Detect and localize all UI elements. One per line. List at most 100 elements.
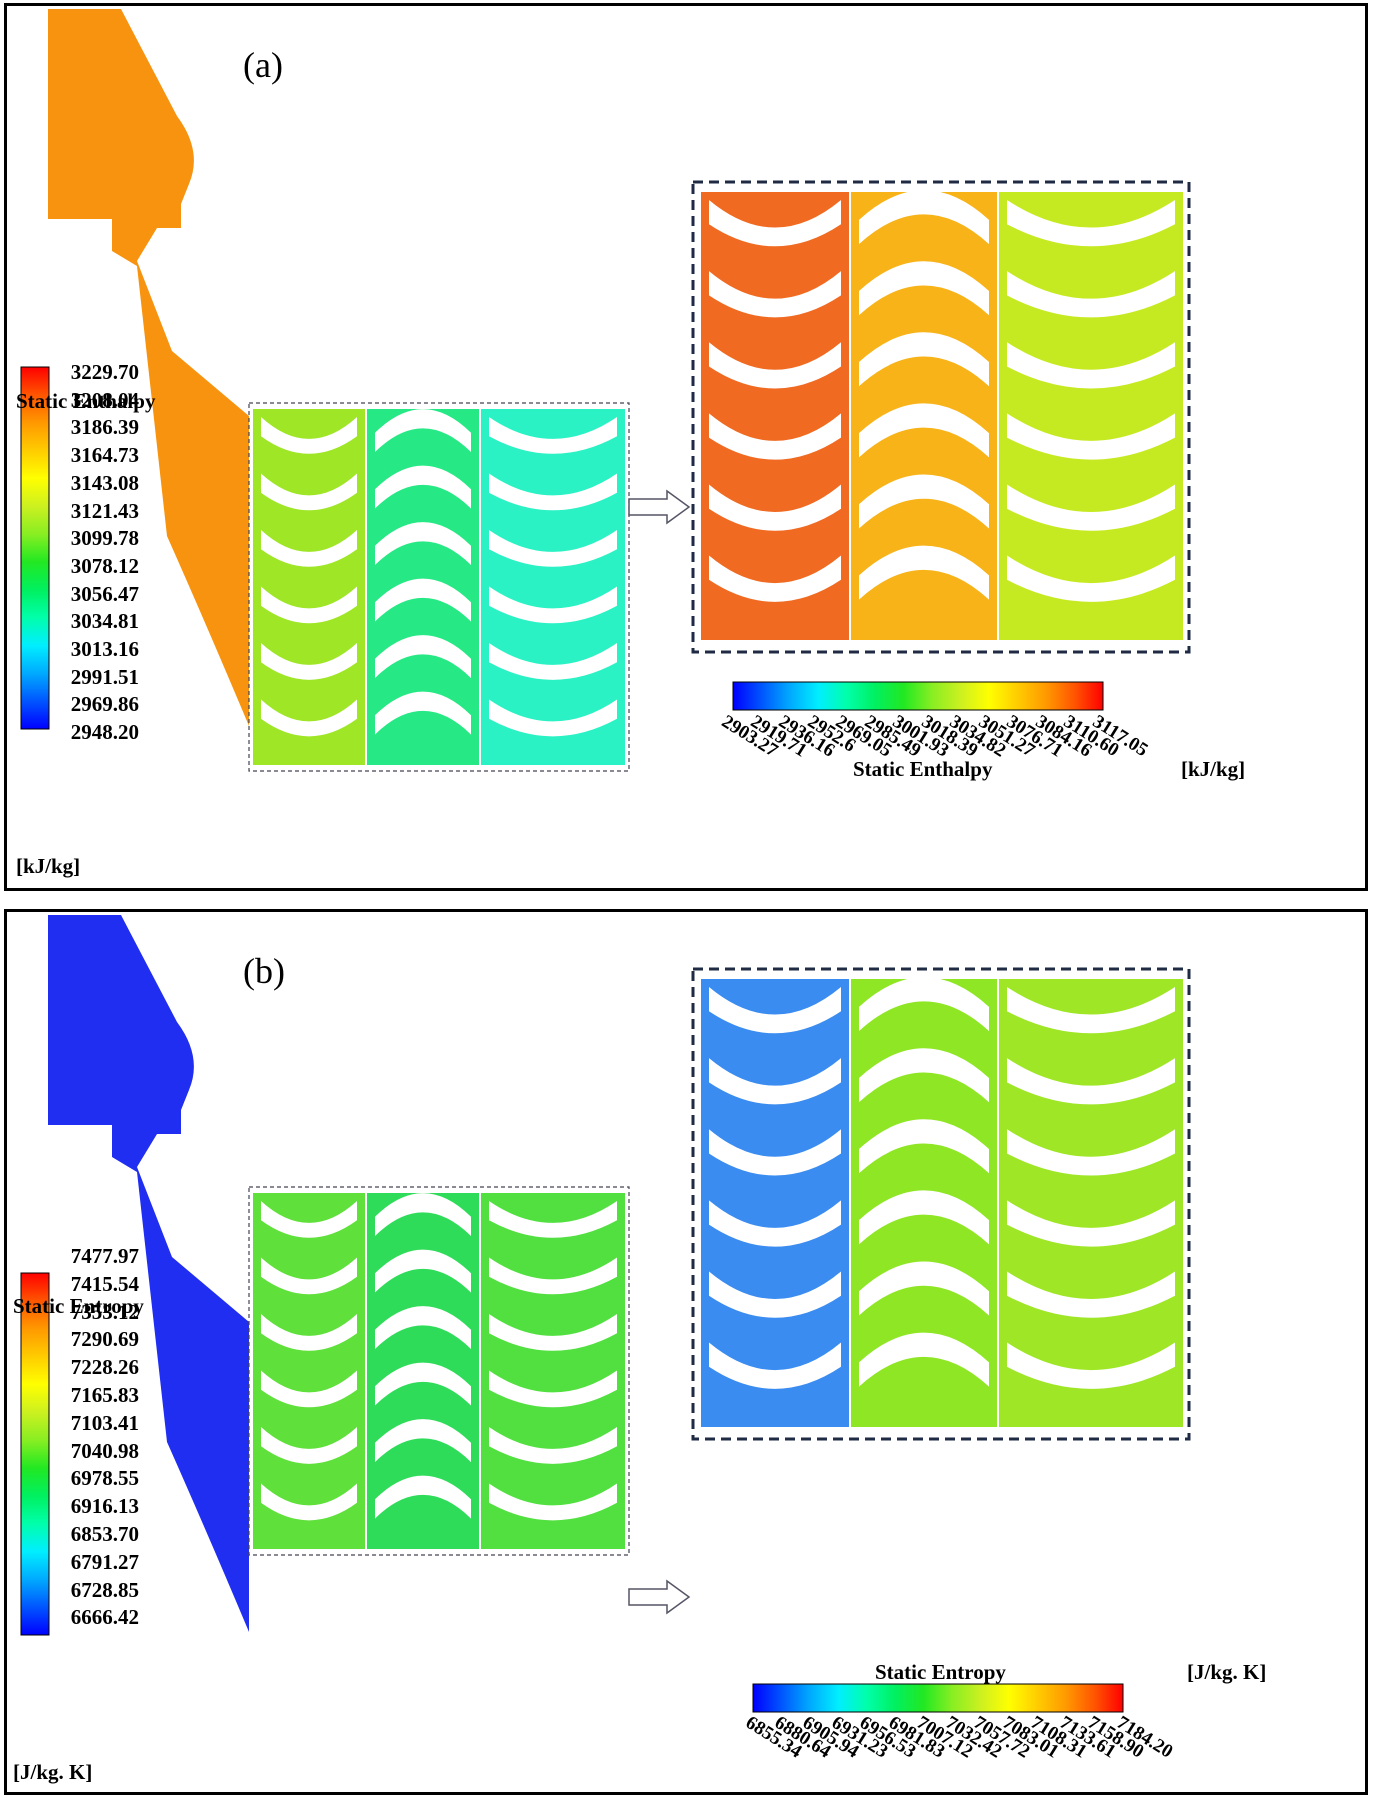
flow-passage [859,1048,989,1103]
flow-passage [1007,342,1175,389]
flow-passage [375,691,471,735]
flow-passage [489,530,617,567]
vertical-legend-title: Static Entropy [13,1294,144,1318]
flow-passage [261,1314,357,1351]
flow-passage [375,1193,471,1237]
zoom-arrow [628,1579,691,1615]
flow-passage [261,586,357,624]
flow-passage [375,1249,471,1293]
nozzle-inlet-region [48,9,249,726]
vertical-legend-tick-label: 3143.08 [70,470,139,495]
vertical-legend-tick-label: 6666.42 [70,1605,139,1630]
horizontal-legend-unit: [kJ/kg] [1181,757,1246,781]
flow-passage [709,987,841,1034]
vertical-legend-tick-label: 2948.20 [70,720,139,745]
flow-passage [859,190,989,245]
flow-passage [375,522,471,566]
zoom-blade-row-3-band [999,192,1183,640]
flow-passage [709,1058,841,1105]
blade-row-1-band [253,1193,365,1549]
vertical-legend-tick-label: 3034.81 [70,609,139,634]
vertical-legend-tick-label: 6916.13 [70,1494,139,1519]
nozzle-inlet-region [48,915,249,1632]
flow-passage [261,1370,357,1408]
zoom-blade-row-1 [701,979,849,1427]
flow-passage [261,1483,357,1521]
vertical-legend-tick-label: 7290.69 [70,1327,139,1352]
horizontal-colorbar [752,1683,1124,1713]
blade-row-3-band [481,1193,625,1549]
flow-passage [1007,1342,1175,1389]
zoom-blade-row-1-band [701,979,849,1427]
vertical-legend-tick-label: 3099.78 [70,526,139,551]
blade-row-1 [253,1193,365,1549]
flow-passage [261,1201,357,1238]
vertical-legend-tick-label: 3164.73 [70,443,139,468]
vertical-legend-tick-label: 7165.83 [70,1383,139,1407]
vertical-legend-tick-label: 3121.43 [70,498,139,523]
flow-passage [1007,1271,1175,1318]
flow-passage [1007,1129,1175,1176]
flow-passage [375,635,471,679]
flow-passage [489,1483,617,1521]
zoom-blade-row-2 [851,190,997,640]
vertical-legend-tick-label: 2969.86 [70,692,139,717]
panel-a: (a) Static Enthalpy 3229.70 3208.04 3186.3… [4,3,1368,891]
flow-passage [261,699,357,737]
vertical-colorbar [20,1272,50,1636]
blade-row-2 [367,1193,479,1549]
flow-passage [859,261,989,316]
vertical-colorbar [20,366,50,730]
zoom-arrow [628,489,691,525]
flow-passage [261,1257,357,1295]
flow-passage [375,1419,471,1463]
flow-passage [489,473,617,511]
flow-passage [489,1201,617,1238]
zoom-outline-box [691,180,1191,654]
vertical-legend-tick-label: 6853.70 [70,1522,139,1546]
zoom-blade-row-1 [701,192,849,640]
flow-passage [1007,1200,1175,1247]
blade-row-2 [367,409,479,765]
vertical-legend-tick-label: 6791.27 [70,1549,139,1574]
flow-passage [261,473,357,511]
flow-passage [709,484,841,531]
flow-passage [1007,271,1175,318]
vertical-legend-tick-label: 6978.55 [70,1466,139,1491]
blade-row-3 [481,1193,625,1549]
vertical-legend-unit: [J/kg. K] [13,1760,93,1784]
vertical-legend-tick-label: 7353.12 [70,1299,139,1324]
vertical-legend-tick-label: 7477.97 [70,1244,139,1268]
flow-passage [489,1427,617,1464]
flow-passage [375,409,471,453]
vertical-legend-title: Static Enthalpy [16,389,156,413]
vertical-legend-tick-label: 3078.12 [70,553,139,578]
zoom-outline-box [691,967,1191,1441]
domain-outline-box [248,1186,630,1556]
vertical-legend-tick-label: 3186.39 [70,415,139,440]
panel-label-a: (a) [243,45,283,85]
flow-passage [375,465,471,509]
flow-passage [489,643,617,680]
zoom-blade-row-3 [999,192,1183,640]
flow-passage [261,417,357,454]
flow-passage [709,555,841,602]
flow-passage [1007,1058,1175,1105]
panel-b: (b) Static Entropy 7477.97 7415.54 7353.12… [4,909,1368,1795]
flow-passage [859,1190,989,1245]
vertical-legend-tick-label: 7415.54 [70,1271,139,1296]
flow-passage [261,530,357,567]
blade-row-1-band [253,409,365,765]
blade-row-3 [481,409,625,765]
flow-passage [375,1475,471,1519]
vertical-legend-tick-label: 3229.70 [70,360,139,384]
flow-passage [489,1314,617,1351]
flow-passage [859,1261,989,1316]
zoom-blade-row-3-band [999,979,1183,1427]
vertical-legend-tick-label: 3208.04 [70,387,139,412]
flow-passage [489,1257,617,1295]
flow-passage [709,1342,841,1389]
flow-passage [709,413,841,460]
flow-passage [709,342,841,389]
vertical-legend-unit: [kJ/kg] [16,854,81,878]
